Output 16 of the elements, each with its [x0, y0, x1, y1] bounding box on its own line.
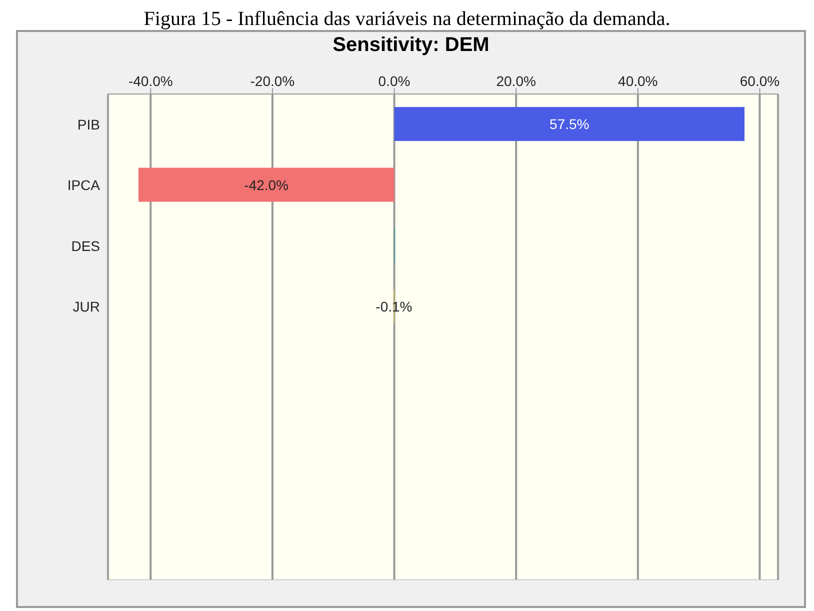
- y-tick-label: PIB: [77, 116, 100, 132]
- x-tick-label: -20.0%: [250, 73, 295, 89]
- bar: [138, 168, 394, 202]
- bar: [394, 107, 744, 141]
- data-label: 57.5%: [550, 116, 590, 132]
- y-tick-label: DES: [71, 238, 100, 254]
- y-tick-label: IPCA: [67, 177, 101, 194]
- y-tick-label: JUR: [72, 298, 100, 315]
- x-tick-label: 40.0%: [618, 73, 658, 89]
- data-label: -42.0%: [244, 176, 289, 193]
- chart-title: Sensitivity: DEM: [332, 33, 490, 58]
- x-tick-label: 0.0%: [378, 73, 410, 89]
- text: Figura 15 - Influência das variáveis na determinação da demanda.: [142, 8, 672, 30]
- x-tick-label: 60.0%: [740, 73, 780, 89]
- x-tick-label: -40.0%: [128, 73, 173, 89]
- x-tick-label: 20.0%: [496, 73, 536, 89]
